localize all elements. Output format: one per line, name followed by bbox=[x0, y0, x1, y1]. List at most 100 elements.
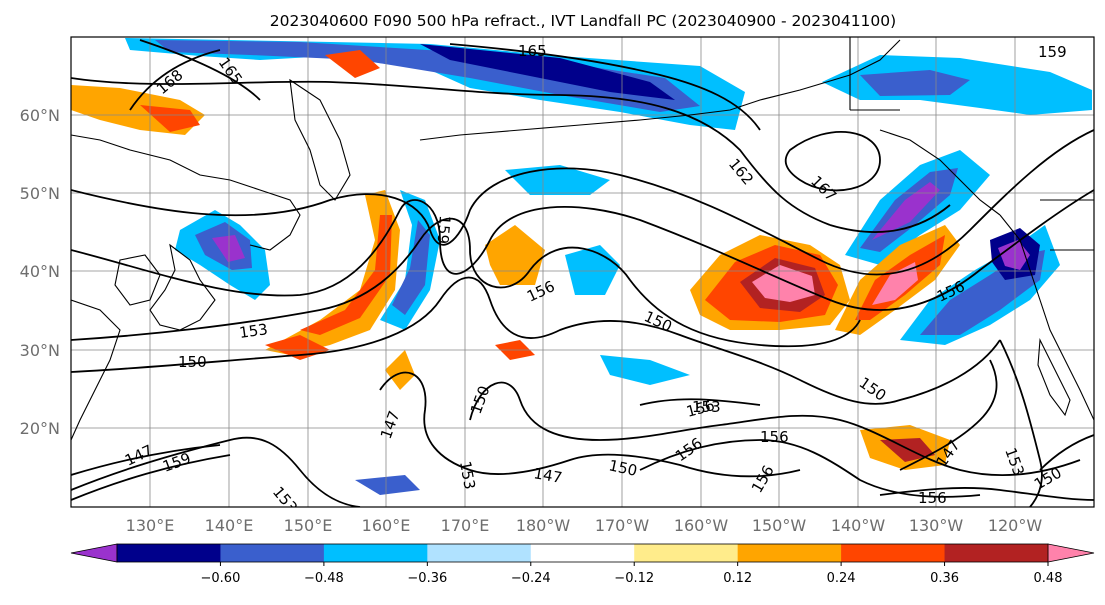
lon-label-160e: 160°E bbox=[362, 516, 411, 535]
contour-167-ring bbox=[784, 130, 881, 192]
contour-165 bbox=[139, 39, 261, 101]
lon-label-160w: 160°W bbox=[674, 516, 729, 535]
colorbar-cell bbox=[117, 544, 221, 562]
lon-label-170e: 170°E bbox=[441, 516, 490, 535]
lat-label-30n: 30°N bbox=[20, 341, 60, 360]
longitude-labels: 130°E 140°E 150°E 160°E 170°E 180°W 170°… bbox=[126, 516, 1043, 535]
coastline-asia-north bbox=[71, 134, 301, 251]
contour-153-mid bbox=[639, 398, 761, 406]
negative-anomaly-north-peak bbox=[420, 44, 675, 100]
figure-title: 2023040600 F090 500 hPa refract., IVT La… bbox=[270, 12, 896, 30]
positive-anomaly-150w-max bbox=[752, 265, 815, 302]
negative-anomaly-west-arc bbox=[380, 190, 440, 330]
lat-label-60n: 60°N bbox=[20, 106, 60, 125]
colorbar-tick-label: 0.12 bbox=[723, 571, 752, 586]
lon-label-150w: 150°W bbox=[752, 516, 807, 535]
negative-anomaly-mid-small bbox=[600, 355, 690, 385]
refractivity-contours bbox=[71, 39, 1094, 507]
colorbar-cell bbox=[530, 544, 635, 562]
lon-label-140e: 140°E bbox=[205, 516, 254, 535]
positive-anomaly-west-arc-core bbox=[300, 215, 392, 335]
colorbar-cell bbox=[841, 544, 946, 562]
colorbar-tick-label: 0.24 bbox=[827, 571, 856, 586]
contour-159 bbox=[71, 129, 1094, 276]
colorbar-tick-label: 0.36 bbox=[930, 571, 959, 586]
contour-label: 153 bbox=[692, 398, 721, 416]
lon-label-170w: 170°W bbox=[595, 516, 650, 535]
colorbar-frame bbox=[116, 543, 1049, 563]
colorbar-cell bbox=[427, 544, 532, 562]
contour-label: 150 bbox=[607, 456, 639, 480]
negative-anomaly-southwest bbox=[355, 475, 420, 495]
positive-anomaly-nw-corner-core bbox=[140, 105, 200, 132]
negative-anomaly-northeast-peak bbox=[872, 182, 940, 240]
lon-label-120w: 120°W bbox=[988, 516, 1043, 535]
colorbar-tick-label: −0.48 bbox=[304, 571, 344, 586]
coastline-aleutians bbox=[419, 114, 691, 141]
colorbar-ticks: −0.60 −0.48 −0.36 −0.24 −0.12 0.12 0.24 0.36 0.4… bbox=[201, 562, 1063, 586]
map-panel: 165 168 165 159 162 167 159 156 153 150 … bbox=[71, 37, 1094, 507]
colorbar-right-extend bbox=[1047, 543, 1095, 563]
colorbar-cell bbox=[944, 544, 1049, 562]
contour-156-south bbox=[639, 439, 981, 498]
contour-label: 153 bbox=[238, 320, 269, 342]
contour-label: 159 bbox=[434, 215, 454, 245]
contour-162 bbox=[829, 204, 951, 233]
positive-anomaly-north-blob bbox=[325, 50, 380, 78]
positive-anomaly-subtropic-a bbox=[385, 350, 415, 390]
contour-label: 165 bbox=[518, 42, 547, 60]
contour-150 bbox=[71, 276, 1001, 405]
colorbar-tick-label: −0.12 bbox=[614, 571, 654, 586]
contour-156-east bbox=[879, 487, 1094, 501]
positive-anomaly-northeast-max bbox=[872, 262, 918, 305]
lat-label-20n: 20°N bbox=[20, 419, 60, 438]
contour-168 bbox=[129, 49, 221, 111]
contour-147-east bbox=[899, 359, 998, 471]
contour-165-north bbox=[449, 43, 761, 131]
lon-label-180w: 180°W bbox=[516, 516, 571, 535]
contour-label: 156 bbox=[760, 428, 789, 446]
contour-label: 147 bbox=[532, 464, 563, 487]
colorbar-tick-label: −0.60 bbox=[201, 571, 241, 586]
colorbar-tick-label: −0.36 bbox=[407, 571, 447, 586]
contour-153-southwest bbox=[71, 454, 231, 501]
negative-anomaly-west-arc-core bbox=[392, 220, 430, 315]
contour-156 bbox=[71, 189, 1094, 311]
colorbar-tick-label: 0.48 bbox=[1034, 571, 1063, 586]
positive-anomaly-west-arc bbox=[265, 190, 400, 355]
contour-label: 150 bbox=[178, 353, 207, 371]
colorbar-cell bbox=[323, 544, 428, 562]
coastline-kamchatka bbox=[289, 78, 351, 201]
coastline-alaska-panhandle bbox=[879, 129, 1001, 216]
colorbar-left-extend bbox=[70, 543, 118, 563]
map-frame bbox=[70, 36, 1095, 508]
colorbar-cell bbox=[737, 544, 842, 562]
contour-label: 156 bbox=[918, 489, 947, 507]
colorbar-tick-label: −0.24 bbox=[511, 571, 551, 586]
coastline-north-america-west bbox=[999, 214, 1094, 421]
coastline-korea bbox=[114, 254, 161, 306]
negative-anomaly-japan-peak bbox=[212, 235, 245, 262]
negative-anomaly-alaska-core bbox=[860, 70, 970, 96]
contour-147-west bbox=[379, 371, 801, 478]
coastline-alaska bbox=[689, 39, 901, 116]
state-borders bbox=[849, 37, 1094, 251]
colorbar: −0.60 −0.48 −0.36 −0.24 −0.12 0.12 0.24 0.36 0.4… bbox=[70, 543, 1095, 586]
contour-150-east bbox=[1039, 434, 1094, 471]
contour-150-south bbox=[469, 381, 1081, 477]
colorbar-cell bbox=[220, 544, 325, 562]
colorbar-cells bbox=[116, 543, 1049, 563]
contour-label: 153 bbox=[456, 460, 479, 491]
contour-153 bbox=[71, 217, 861, 348]
contour-label: 159 bbox=[1038, 43, 1067, 61]
lon-label-130e: 130°E bbox=[126, 516, 175, 535]
coastline-baja bbox=[1037, 337, 1071, 417]
lon-label-130w: 130°W bbox=[909, 516, 964, 535]
lat-label-40n: 40°N bbox=[20, 262, 60, 281]
contour-162-north bbox=[71, 77, 831, 226]
contour-153-east bbox=[999, 339, 1043, 507]
coastline-china-east bbox=[71, 299, 121, 441]
lon-label-150e: 150°E bbox=[284, 516, 333, 535]
lon-label-140w: 140°W bbox=[831, 516, 886, 535]
